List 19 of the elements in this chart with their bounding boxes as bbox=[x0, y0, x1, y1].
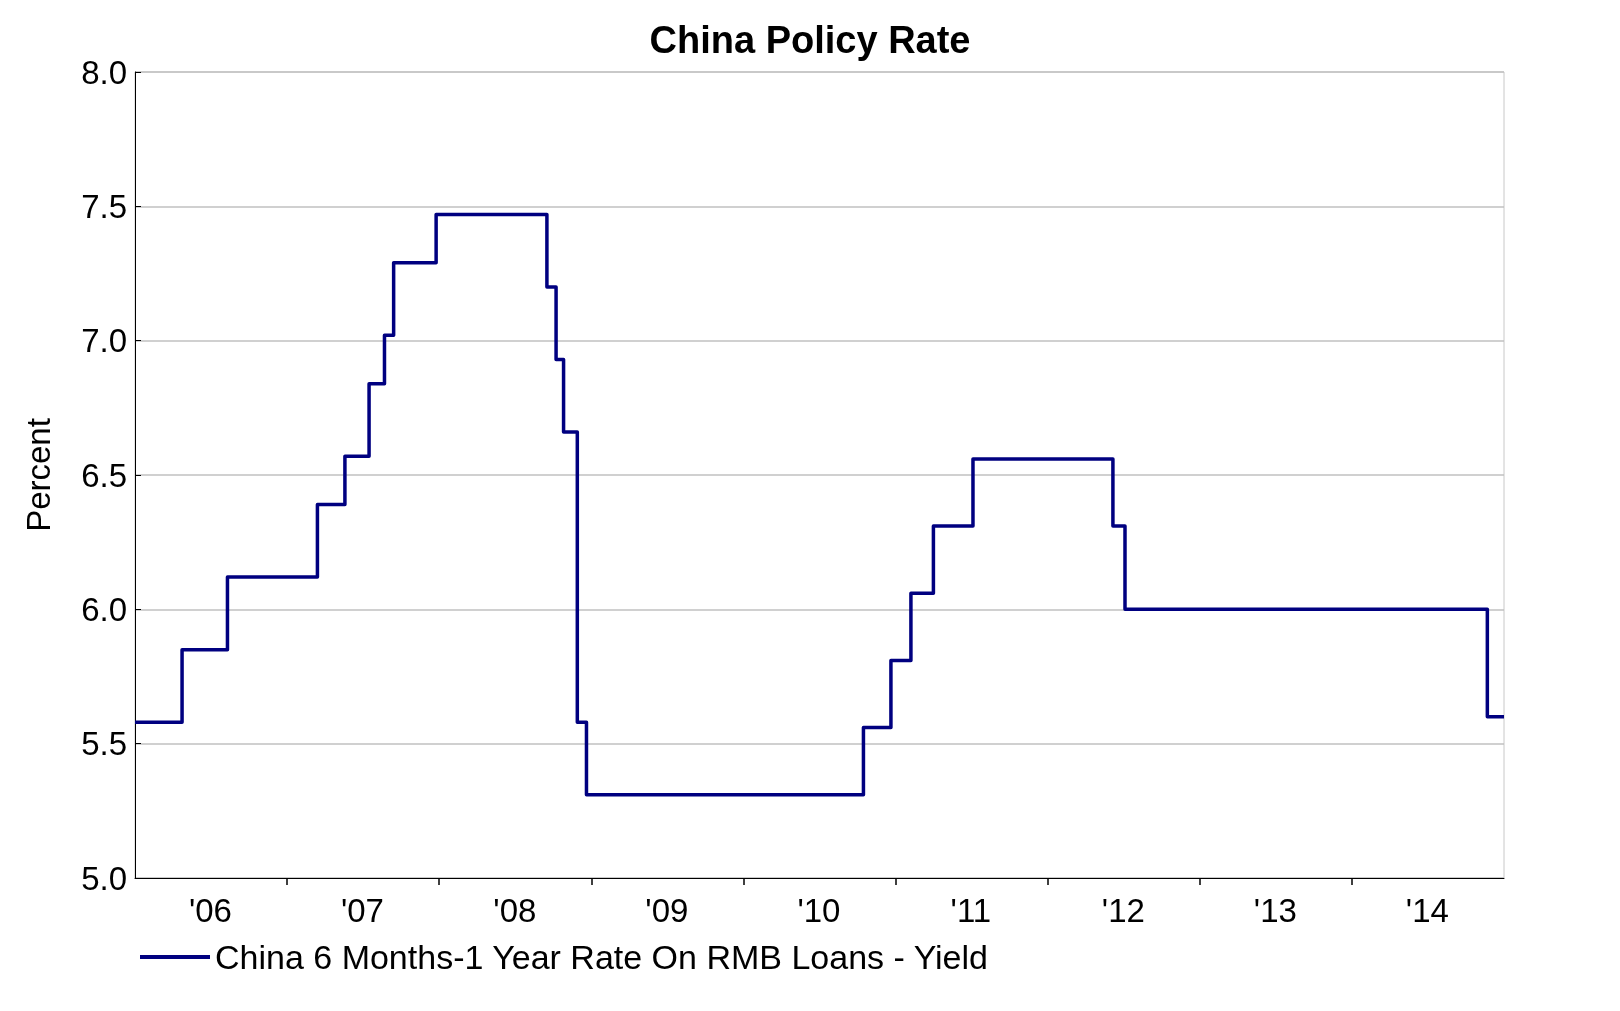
chart-title: China Policy Rate bbox=[649, 19, 971, 61]
x-tick-label: '14 bbox=[1405, 892, 1449, 929]
x-tick-label: '07 bbox=[340, 892, 384, 929]
y-tick-label: 6.5 bbox=[81, 456, 127, 494]
y-tick-label: 5.0 bbox=[81, 859, 127, 897]
x-tick-label: '11 bbox=[950, 892, 992, 929]
x-tick-label: '12 bbox=[1101, 892, 1145, 929]
x-tick-label: '09 bbox=[645, 892, 689, 929]
x-tick-label: '08 bbox=[493, 892, 537, 929]
x-tick-label: '13 bbox=[1253, 892, 1297, 929]
y-tick-label: 7.5 bbox=[81, 187, 127, 225]
x-tick-label: '10 bbox=[797, 892, 841, 929]
y-tick-label: 8.0 bbox=[81, 53, 127, 91]
y-tick-label: 6.0 bbox=[81, 590, 127, 628]
x-tick-label: '06 bbox=[188, 892, 232, 929]
y-tick-label: 5.5 bbox=[81, 725, 127, 763]
legend-label: China 6 Months-1 Year Rate On RMB Loans - Yield bbox=[215, 938, 988, 976]
y-tick-label: 7.0 bbox=[81, 322, 127, 360]
y-axis-title: Percent bbox=[20, 418, 57, 532]
